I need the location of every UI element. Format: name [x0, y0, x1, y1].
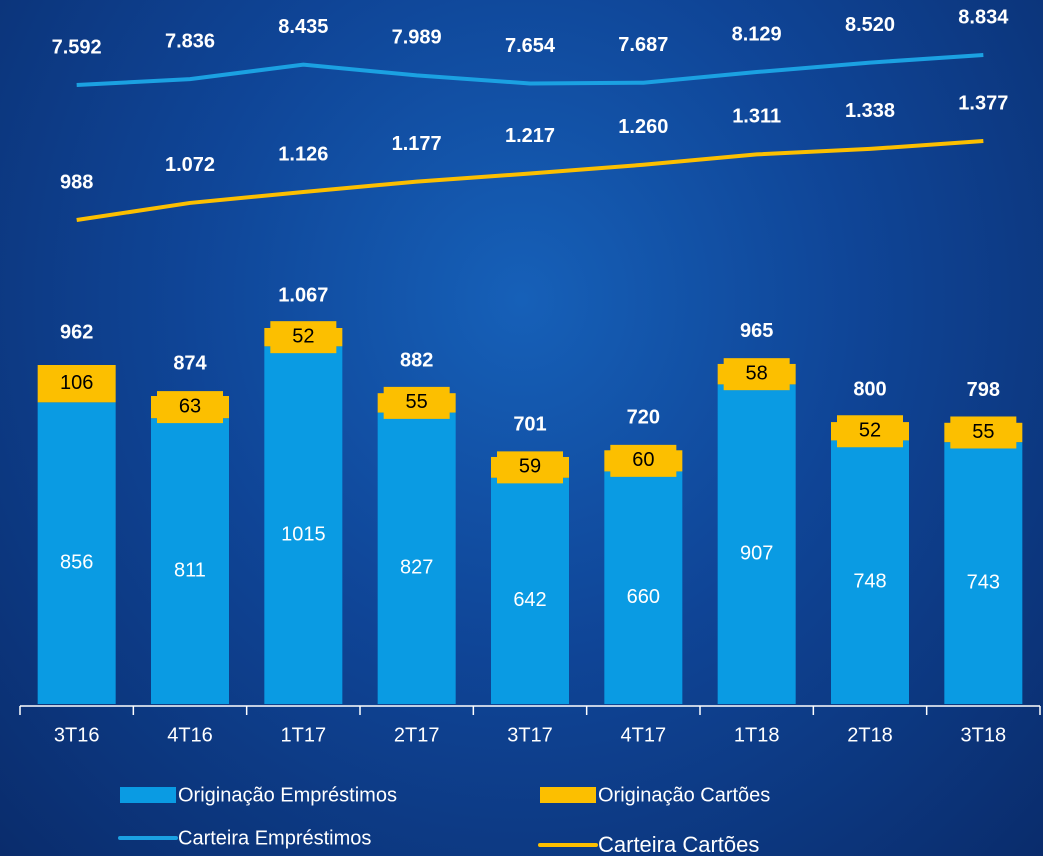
line-label: 8.129 [732, 23, 782, 45]
line-label: 1.311 [732, 106, 781, 128]
line-label: 7.989 [392, 27, 442, 49]
bar-segment [151, 418, 229, 704]
line-label: 8.520 [845, 14, 895, 36]
label-bg [157, 391, 223, 424]
total-label: 1.067 [278, 284, 328, 306]
total-label: 720 [627, 407, 660, 429]
bar-segment [264, 346, 343, 704]
bar-label: 106 [60, 372, 93, 394]
bar-label: 1015 [281, 523, 326, 545]
label-bg [383, 386, 450, 419]
line-label: 7.654 [505, 35, 556, 57]
line-label: 7.836 [165, 30, 215, 52]
line-label: 1.217 [505, 125, 555, 147]
line-label: 1.126 [278, 143, 328, 165]
bar-label: 660 [627, 586, 660, 608]
x-tick-label: 3T18 [961, 724, 1007, 746]
x-tick-label: 2T17 [394, 724, 440, 746]
x-tick-label: 1T18 [734, 724, 780, 746]
label-bg [497, 451, 563, 484]
total-label: 800 [853, 378, 886, 400]
bar-label: 856 [60, 551, 93, 573]
x-tick-label: 4T16 [167, 724, 213, 746]
bar-label: 642 [513, 589, 546, 611]
legend-label: Carteira Cartões [598, 832, 759, 856]
bar-label: 748 [853, 570, 886, 592]
bar-label: 827 [400, 557, 433, 579]
line-label: 7.592 [52, 36, 102, 58]
bar-label: 52 [859, 420, 881, 442]
label-bg [43, 367, 110, 400]
bar-segment [604, 471, 683, 704]
total-label: 798 [967, 379, 1000, 401]
line-label: 988 [60, 171, 93, 193]
label-bg [610, 444, 677, 477]
line-label: 8.834 [958, 6, 1009, 28]
bar-label: 811 [174, 559, 206, 581]
legend-swatch [540, 787, 596, 803]
line [76, 139, 984, 222]
bar-segment [491, 477, 569, 704]
total-label: 701 [513, 413, 546, 435]
legend-swatch [120, 787, 176, 803]
bar-label: 907 [740, 542, 773, 564]
x-tick-label: 2T18 [847, 724, 893, 746]
legend-label: Originação Cartões [598, 784, 770, 806]
legend-label: Carteira Empréstimos [178, 827, 371, 849]
bar-label: 55 [406, 391, 428, 413]
bar-label: 55 [972, 421, 994, 443]
line-label: 1.260 [618, 116, 668, 138]
label-bg [950, 416, 1017, 449]
bar-label: 59 [519, 456, 541, 478]
label-bg [723, 358, 790, 391]
label-bg [837, 415, 903, 448]
x-tick-label: 1T17 [281, 724, 327, 746]
bar-label: 52 [292, 325, 314, 347]
bar-segment [377, 412, 456, 704]
line-label: 1.072 [165, 154, 215, 176]
label-bg [270, 321, 337, 354]
line [76, 53, 984, 87]
line-label: 1.338 [845, 100, 895, 122]
total-label: 962 [60, 321, 93, 343]
bar-segment [37, 402, 116, 704]
line-label: 1.377 [958, 92, 1008, 114]
total-label: 882 [400, 349, 433, 371]
bar-label: 63 [179, 395, 201, 417]
legend-label: Originação Empréstimos [178, 784, 397, 806]
total-label: 965 [740, 320, 773, 342]
line-label: 8.435 [278, 16, 328, 38]
x-tick-label: 3T16 [54, 724, 100, 746]
bar-segment [717, 384, 796, 704]
bar-segment [944, 442, 1023, 704]
bar-label: 743 [967, 571, 1000, 593]
bar-segment [831, 440, 909, 704]
total-label: 874 [173, 352, 207, 374]
bar-label: 58 [746, 362, 768, 384]
x-tick-label: 3T17 [507, 724, 553, 746]
line-label: 1.177 [392, 133, 442, 155]
x-tick-label: 4T17 [621, 724, 667, 746]
bar-label: 60 [632, 449, 654, 471]
line-label: 7.687 [618, 34, 668, 56]
